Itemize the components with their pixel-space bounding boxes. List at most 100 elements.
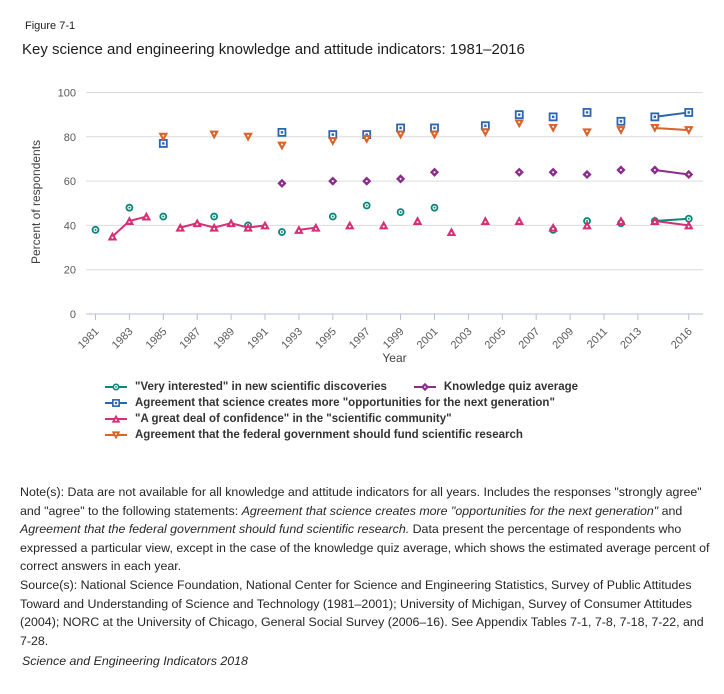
x-tick-label: 1983 xyxy=(110,326,136,352)
data-point-circle xyxy=(210,212,219,221)
data-point-diamond xyxy=(684,169,694,180)
data-point-triangle-up xyxy=(412,216,423,225)
y-tick-label: 20 xyxy=(64,265,76,277)
series-line xyxy=(654,219,689,227)
data-point-triangle-down xyxy=(243,132,253,142)
x-tick-label: 2011 xyxy=(585,326,610,351)
chart-legend: "Very interested" in new scientific disc… xyxy=(104,381,629,441)
data-point-square xyxy=(480,121,490,131)
data-point-triangle-up xyxy=(548,222,558,232)
data-point-circle xyxy=(125,203,134,212)
x-tick-label: 1993 xyxy=(279,326,305,352)
data-point-diamond xyxy=(328,176,338,186)
chart-plot-area: 0 20 40 60 80 100 1981 1983 1985 1987 1989 1991 1993… xyxy=(29,88,703,365)
data-point-diamond xyxy=(277,178,287,188)
square-legend-marker-icon xyxy=(105,399,127,407)
data-point-circle xyxy=(362,201,371,210)
x-tick-label: 1985 xyxy=(144,326,170,352)
x-tick-label: 2009 xyxy=(550,326,576,352)
x-tick-label: 2013 xyxy=(618,326,644,352)
data-point-triangle-up xyxy=(294,225,304,234)
notes-italic-segment: Agreement that science creates more "opp… xyxy=(241,503,659,518)
sources-text: Source(s): National Science Foundation, … xyxy=(20,578,704,648)
data-point-square xyxy=(616,116,626,126)
series-line xyxy=(298,226,316,231)
legend-label: Agreement that the federal government sh… xyxy=(135,429,523,441)
data-point-triangle-down xyxy=(548,123,558,133)
data-point-circle xyxy=(328,212,337,221)
data-point-circle xyxy=(91,225,100,234)
x-tick-label: 2016 xyxy=(669,326,695,352)
y-tick-label: 40 xyxy=(64,220,76,232)
series-line xyxy=(654,111,689,118)
data-point-square xyxy=(430,123,439,133)
circle-legend-marker-icon xyxy=(105,383,127,391)
data-point-triangle-up xyxy=(124,216,135,225)
series-line xyxy=(654,126,689,132)
legend-label: "Very interested" in new scientific disc… xyxy=(135,381,387,393)
data-point-square xyxy=(548,112,558,122)
figure-number: Figure 7-1 xyxy=(25,20,76,32)
x-tick-label: 2003 xyxy=(449,326,475,352)
series-line xyxy=(654,217,689,222)
y-tick-label: 100 xyxy=(58,88,76,100)
notes-segment: Note(s): Data are not available for all … xyxy=(20,485,702,518)
y-tick-label: 60 xyxy=(64,176,76,188)
data-point-triangle-up xyxy=(616,216,626,225)
x-tick-label: 1989 xyxy=(211,326,237,352)
data-point-diamond xyxy=(362,176,372,186)
data-point-triangle-up xyxy=(650,216,660,225)
data-point-triangle-up xyxy=(582,220,592,230)
data-point-diamond xyxy=(616,165,626,175)
legend-item: Knowledge quiz average xyxy=(413,381,578,393)
data-point-circle xyxy=(278,228,286,236)
data-point-triangle-down xyxy=(395,130,406,140)
x-tick-label: 2007 xyxy=(517,326,543,352)
data-point-square xyxy=(277,127,287,137)
data-point-triangle-up xyxy=(344,220,355,230)
data-point-square xyxy=(650,112,660,122)
data-point-square xyxy=(396,123,406,133)
x-tick-label: 1999 xyxy=(381,326,407,352)
data-point-circle xyxy=(396,208,405,217)
data-point-triangle-up xyxy=(107,231,118,241)
legend-item: Agreement that the federal government sh… xyxy=(104,429,523,441)
x-tick-label: 2001 xyxy=(415,326,441,352)
triangle-up-legend-marker-icon xyxy=(105,414,127,423)
data-point-triangle-down xyxy=(429,130,440,140)
data-point-triangle-up xyxy=(243,222,253,232)
y-tick-label: 0 xyxy=(70,309,76,321)
legend-label: Agreement that science creates more "opp… xyxy=(135,397,555,409)
data-point-diamond xyxy=(396,174,406,184)
legend-item: "Very interested" in new scientific disc… xyxy=(104,381,387,393)
data-point-circle xyxy=(159,212,168,221)
data-point-square xyxy=(684,108,694,117)
notes-italic-segment: Agreement that the federal government sh… xyxy=(20,522,410,537)
legend-label: "A great deal of confidence" in the "sci… xyxy=(135,413,452,425)
x-tick-label: 1995 xyxy=(313,326,339,352)
footer-publication: Science and Engineering Indicators 2018 xyxy=(22,654,248,668)
x-tick-label: 2005 xyxy=(483,326,509,352)
data-point-triangle-up xyxy=(311,222,321,232)
data-point-diamond xyxy=(429,167,440,177)
data-point-triangle-down xyxy=(616,126,626,135)
diamond-legend-marker-icon xyxy=(413,382,436,392)
data-point-square xyxy=(328,130,338,139)
notes-segment: and xyxy=(658,503,683,518)
x-tick-label: 1987 xyxy=(178,326,204,352)
data-point-square xyxy=(514,110,524,120)
data-point-triangle-down xyxy=(158,132,169,142)
x-tick-label: 1991 xyxy=(245,326,271,352)
data-point-triangle-up xyxy=(378,220,389,230)
data-point-triangle-up xyxy=(514,216,525,225)
data-point-diamond xyxy=(582,169,592,180)
data-point-triangle-down xyxy=(361,135,372,144)
x-tick-label: 1981 xyxy=(76,326,102,352)
triangle-down-legend-marker-icon xyxy=(105,431,127,440)
data-point-triangle-down xyxy=(650,123,660,133)
data-point-diamond xyxy=(548,167,558,177)
data-point-triangle-down xyxy=(683,126,694,135)
series-line xyxy=(654,169,689,176)
y-axis-title: Percent of respondents xyxy=(29,140,43,264)
data-point-triangle-up xyxy=(480,216,491,225)
